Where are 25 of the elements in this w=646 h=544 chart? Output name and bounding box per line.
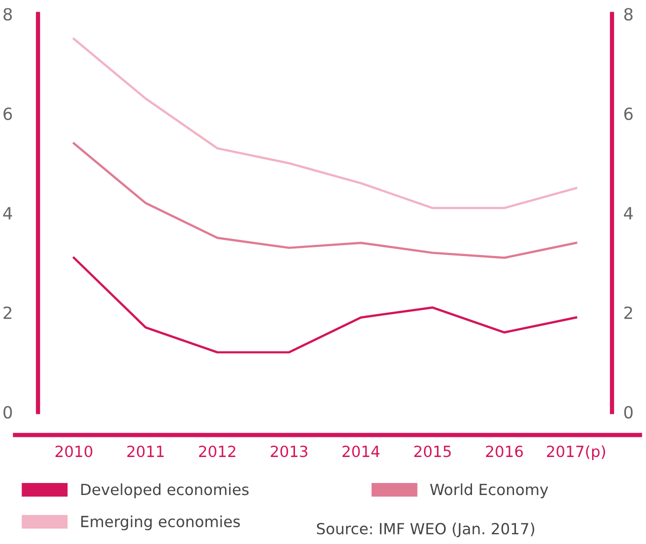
- legend-label: World Economy: [430, 483, 548, 498]
- x-tick-label: 2012: [199, 446, 236, 458]
- y-tick-label: 4: [3, 207, 12, 220]
- y2-tick-label: 6: [624, 107, 633, 120]
- line-series: [72, 142, 578, 259]
- y2-tick-label: 4: [624, 207, 633, 220]
- x-tick-label: 2013: [270, 446, 308, 458]
- y-tick-label: 2: [4, 306, 12, 319]
- x-tick-label: 2010: [56, 446, 92, 458]
- x-tick-label: 2014: [342, 446, 380, 458]
- y2-tick-label: 8: [624, 8, 633, 21]
- y2-tick-label: 2: [624, 306, 632, 319]
- line-series: [72, 256, 578, 354]
- source-note: Source: IMF WEO (Jan. 2017): [317, 522, 534, 538]
- legend-label: Developed economies: [81, 483, 249, 498]
- x-tick-label: 2017(p): [546, 445, 606, 460]
- x-tick-label: 2016: [486, 446, 523, 458]
- y-tick-label: 8: [4, 8, 12, 21]
- x-tick-label: 2015: [414, 446, 451, 458]
- y-tick-label: 0: [3, 406, 12, 419]
- y-tick-label: 6: [4, 107, 12, 120]
- x-tick-label: 2011: [127, 446, 164, 458]
- y2-tick-label: 0: [624, 406, 633, 419]
- line-series: [72, 38, 578, 210]
- legend-label: Emerging economies: [81, 515, 240, 530]
